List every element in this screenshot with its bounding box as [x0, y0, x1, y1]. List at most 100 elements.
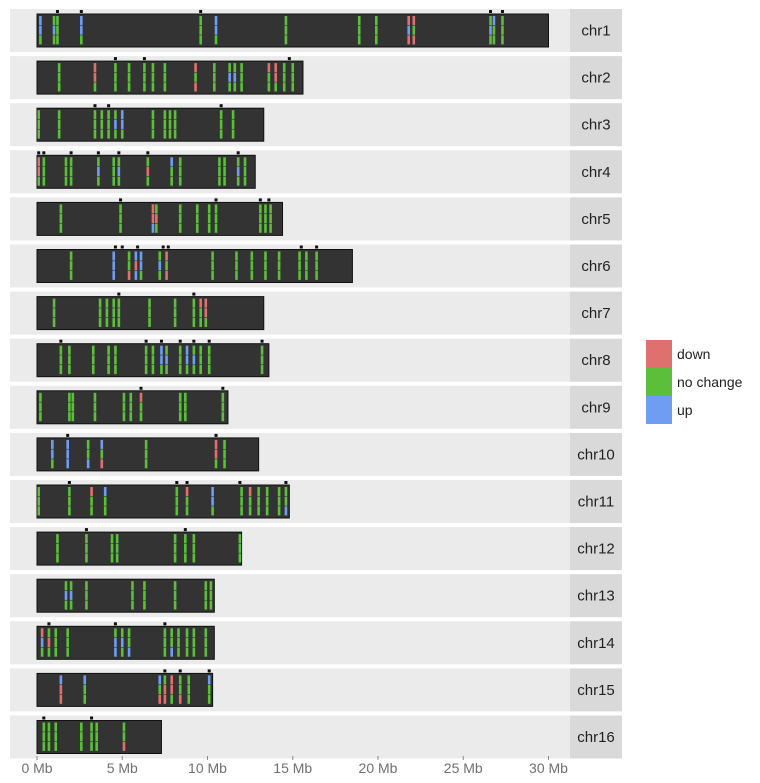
gene-segment-nochange [501, 25, 504, 35]
gene-segment-nochange [114, 82, 117, 92]
gene-segment-nochange [178, 355, 182, 365]
gene-segment-down [214, 449, 218, 459]
gene-segment-down [158, 694, 162, 704]
gene-segment-nochange [90, 722, 93, 732]
gene-segment-nochange [39, 392, 42, 402]
strip-label: chr7 [581, 305, 610, 322]
strip-background [570, 244, 622, 288]
gene-segment-down [122, 741, 126, 751]
marker-dot [185, 481, 189, 484]
gene-segment-nochange [114, 110, 117, 120]
gene-segment-nochange [243, 176, 247, 186]
gene-segment-nochange [177, 647, 180, 657]
gene-segment-nochange [143, 581, 146, 591]
strip-background [570, 527, 622, 571]
gene-segment-down [170, 685, 173, 695]
gene-segment-nochange [52, 298, 56, 308]
gene-segment-nochange [93, 129, 97, 139]
gene-segment-nochange [68, 365, 71, 375]
gene-segment-nochange [148, 317, 151, 327]
gene-segment-nochange [144, 355, 148, 365]
gene-segment-nochange [177, 637, 180, 648]
gene-segment-up [214, 16, 218, 26]
gene-segment-down [407, 35, 410, 45]
gene-segment-down [163, 685, 167, 695]
gene-segment-nochange [204, 637, 208, 648]
strip-label: chr9 [581, 399, 610, 416]
gene-segment-nochange [231, 110, 235, 120]
gene-segment-nochange [185, 506, 189, 516]
gene-segment-nochange [168, 110, 172, 120]
marker-dot [144, 339, 148, 343]
gene-segment-nochange [112, 298, 116, 308]
gene-segment-up [112, 270, 116, 280]
gene-segment-down [204, 298, 208, 308]
gene-segment-down [40, 628, 44, 638]
gene-segment-nochange [298, 251, 301, 261]
gene-segment-nochange [90, 732, 93, 742]
gene-segment-nochange [184, 392, 187, 402]
gene-segment-nochange [259, 214, 262, 224]
marker-dot [161, 245, 165, 249]
gene-segment-nochange [42, 176, 46, 186]
gene-segment-nochange [185, 496, 189, 506]
gene-segment-up [64, 590, 68, 600]
gene-segment-nochange [223, 166, 226, 177]
gene-segment-nochange [178, 402, 182, 412]
gene-segment-down [214, 439, 218, 449]
gene-segment-nochange [151, 365, 155, 375]
strip-label: chr13 [577, 588, 615, 605]
chromosome-row-chr15: chr15 [10, 668, 622, 712]
gene-segment-up [51, 439, 54, 449]
strip-background [570, 480, 622, 523]
gene-segment-nochange [228, 63, 231, 73]
gene-segment-nochange [54, 628, 58, 638]
gene-segment-nochange [184, 534, 187, 544]
gene-segment-nochange [59, 214, 63, 224]
gene-segment-down [37, 166, 41, 177]
gene-segment-up [52, 25, 56, 35]
gene-segment-nochange [291, 82, 295, 92]
marker-dot [267, 198, 271, 202]
gene-segment-nochange [98, 308, 102, 318]
gene-segment-nochange [59, 345, 63, 355]
gene-segment-up [117, 166, 121, 177]
gene-segment-nochange [213, 72, 216, 82]
gene-segment-nochange [56, 553, 59, 563]
gene-segment-nochange [173, 317, 177, 327]
marker-dot [192, 339, 196, 343]
strip-background [570, 432, 622, 476]
gene-segment-nochange [223, 459, 226, 469]
gene-segment-nochange [148, 308, 151, 318]
gene-segment-down [204, 308, 208, 318]
gene-segment-nochange [114, 365, 117, 375]
x-tick-label: 10 Mb [188, 760, 227, 776]
gene-segment-up [236, 166, 240, 177]
gene-segment-nochange [240, 496, 243, 506]
gene-segment-nochange [195, 223, 199, 233]
gene-segment-nochange [127, 251, 131, 261]
gene-segment-nochange [131, 590, 134, 600]
gene-segment-nochange [59, 365, 63, 375]
gene-segment-nochange [260, 355, 264, 365]
marker-dot [221, 386, 225, 390]
gene-segment-nochange [127, 628, 131, 638]
gene-segment-nochange [139, 270, 143, 280]
gene-segment-nochange [114, 129, 117, 139]
gene-segment-nochange [114, 345, 117, 355]
marker-dot [120, 245, 124, 249]
gene-segment-nochange [105, 317, 109, 327]
gene-segment-nochange [107, 345, 110, 355]
gene-segment-nochange [492, 35, 496, 45]
gene-segment-nochange [146, 157, 150, 167]
gene-segment-nochange [192, 637, 196, 648]
gene-segment-nochange [85, 590, 88, 600]
gene-segment-nochange [115, 543, 119, 553]
gene-segment-nochange [117, 157, 121, 167]
strip-background [570, 9, 622, 52]
marker-dot [192, 292, 196, 296]
gene-segment-nochange [264, 223, 267, 233]
gene-segment-nochange [259, 223, 262, 233]
gene-segment-nochange [267, 72, 271, 82]
gene-segment-nochange [110, 543, 114, 553]
